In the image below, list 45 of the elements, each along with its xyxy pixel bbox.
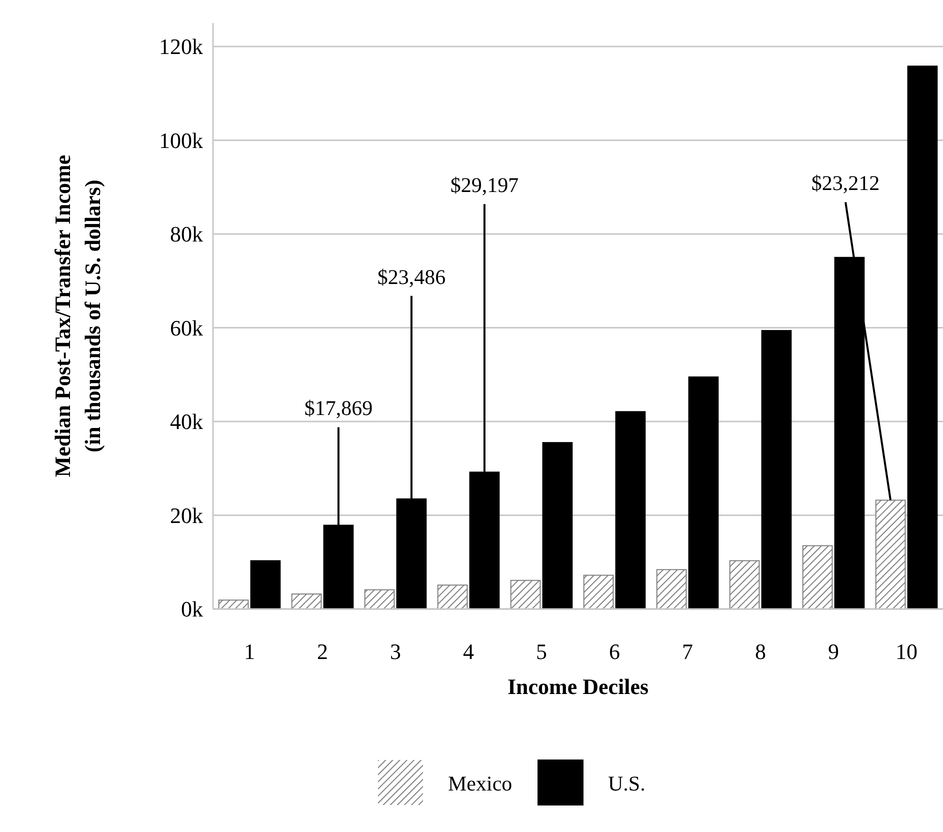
bar	[364, 589, 395, 610]
x-tick-label: 8	[755, 639, 766, 664]
y-tick-label: 20k	[170, 502, 203, 528]
bar	[729, 560, 760, 610]
data-label: $23,486	[377, 264, 446, 289]
y-tick-label: 120k	[159, 34, 203, 60]
bar	[396, 498, 427, 610]
data-label: $29,197	[450, 173, 519, 198]
y-tick-label: 100k	[159, 128, 203, 153]
bar	[834, 256, 865, 610]
x-tick-label: 5	[536, 639, 547, 664]
bar	[510, 580, 541, 610]
x-tick-label: 1	[244, 639, 255, 664]
y-tick-label: 60k	[170, 315, 203, 340]
x-tick-label: 10	[896, 639, 918, 664]
data-label: $23,212	[811, 171, 880, 196]
bar	[802, 545, 833, 610]
bar	[291, 594, 322, 610]
bar	[656, 569, 687, 610]
bar	[615, 411, 646, 610]
bar	[583, 574, 614, 610]
y-tick-label: 0k	[181, 596, 203, 622]
y-tick-label: 80k	[170, 222, 203, 247]
data-label: $17,869	[304, 396, 373, 420]
bar	[250, 560, 281, 610]
x-tick-label: 6	[609, 639, 620, 664]
x-tick-label: 4	[463, 639, 474, 664]
bar	[469, 472, 500, 610]
x-tick-label: 2	[317, 639, 328, 664]
bar	[688, 376, 719, 610]
x-axis-title: Income Deciles	[507, 674, 649, 699]
x-tick-label: 3	[390, 639, 401, 664]
bar	[907, 66, 938, 610]
bar	[875, 500, 906, 610]
y-tick-label: 40k	[170, 409, 203, 434]
legend-label: U.S.	[608, 771, 646, 796]
x-tick-label: 7	[682, 639, 693, 664]
bar	[761, 330, 792, 610]
bar	[437, 584, 468, 610]
legend-label: Mexico	[448, 771, 512, 796]
bar	[542, 442, 573, 610]
bar	[218, 600, 249, 610]
bar	[323, 524, 354, 610]
x-tick-label: 9	[828, 639, 839, 664]
y-axis-title: Median Post-Tax/Transfer Income (in thousands of U.S. dollars)	[50, 154, 105, 478]
